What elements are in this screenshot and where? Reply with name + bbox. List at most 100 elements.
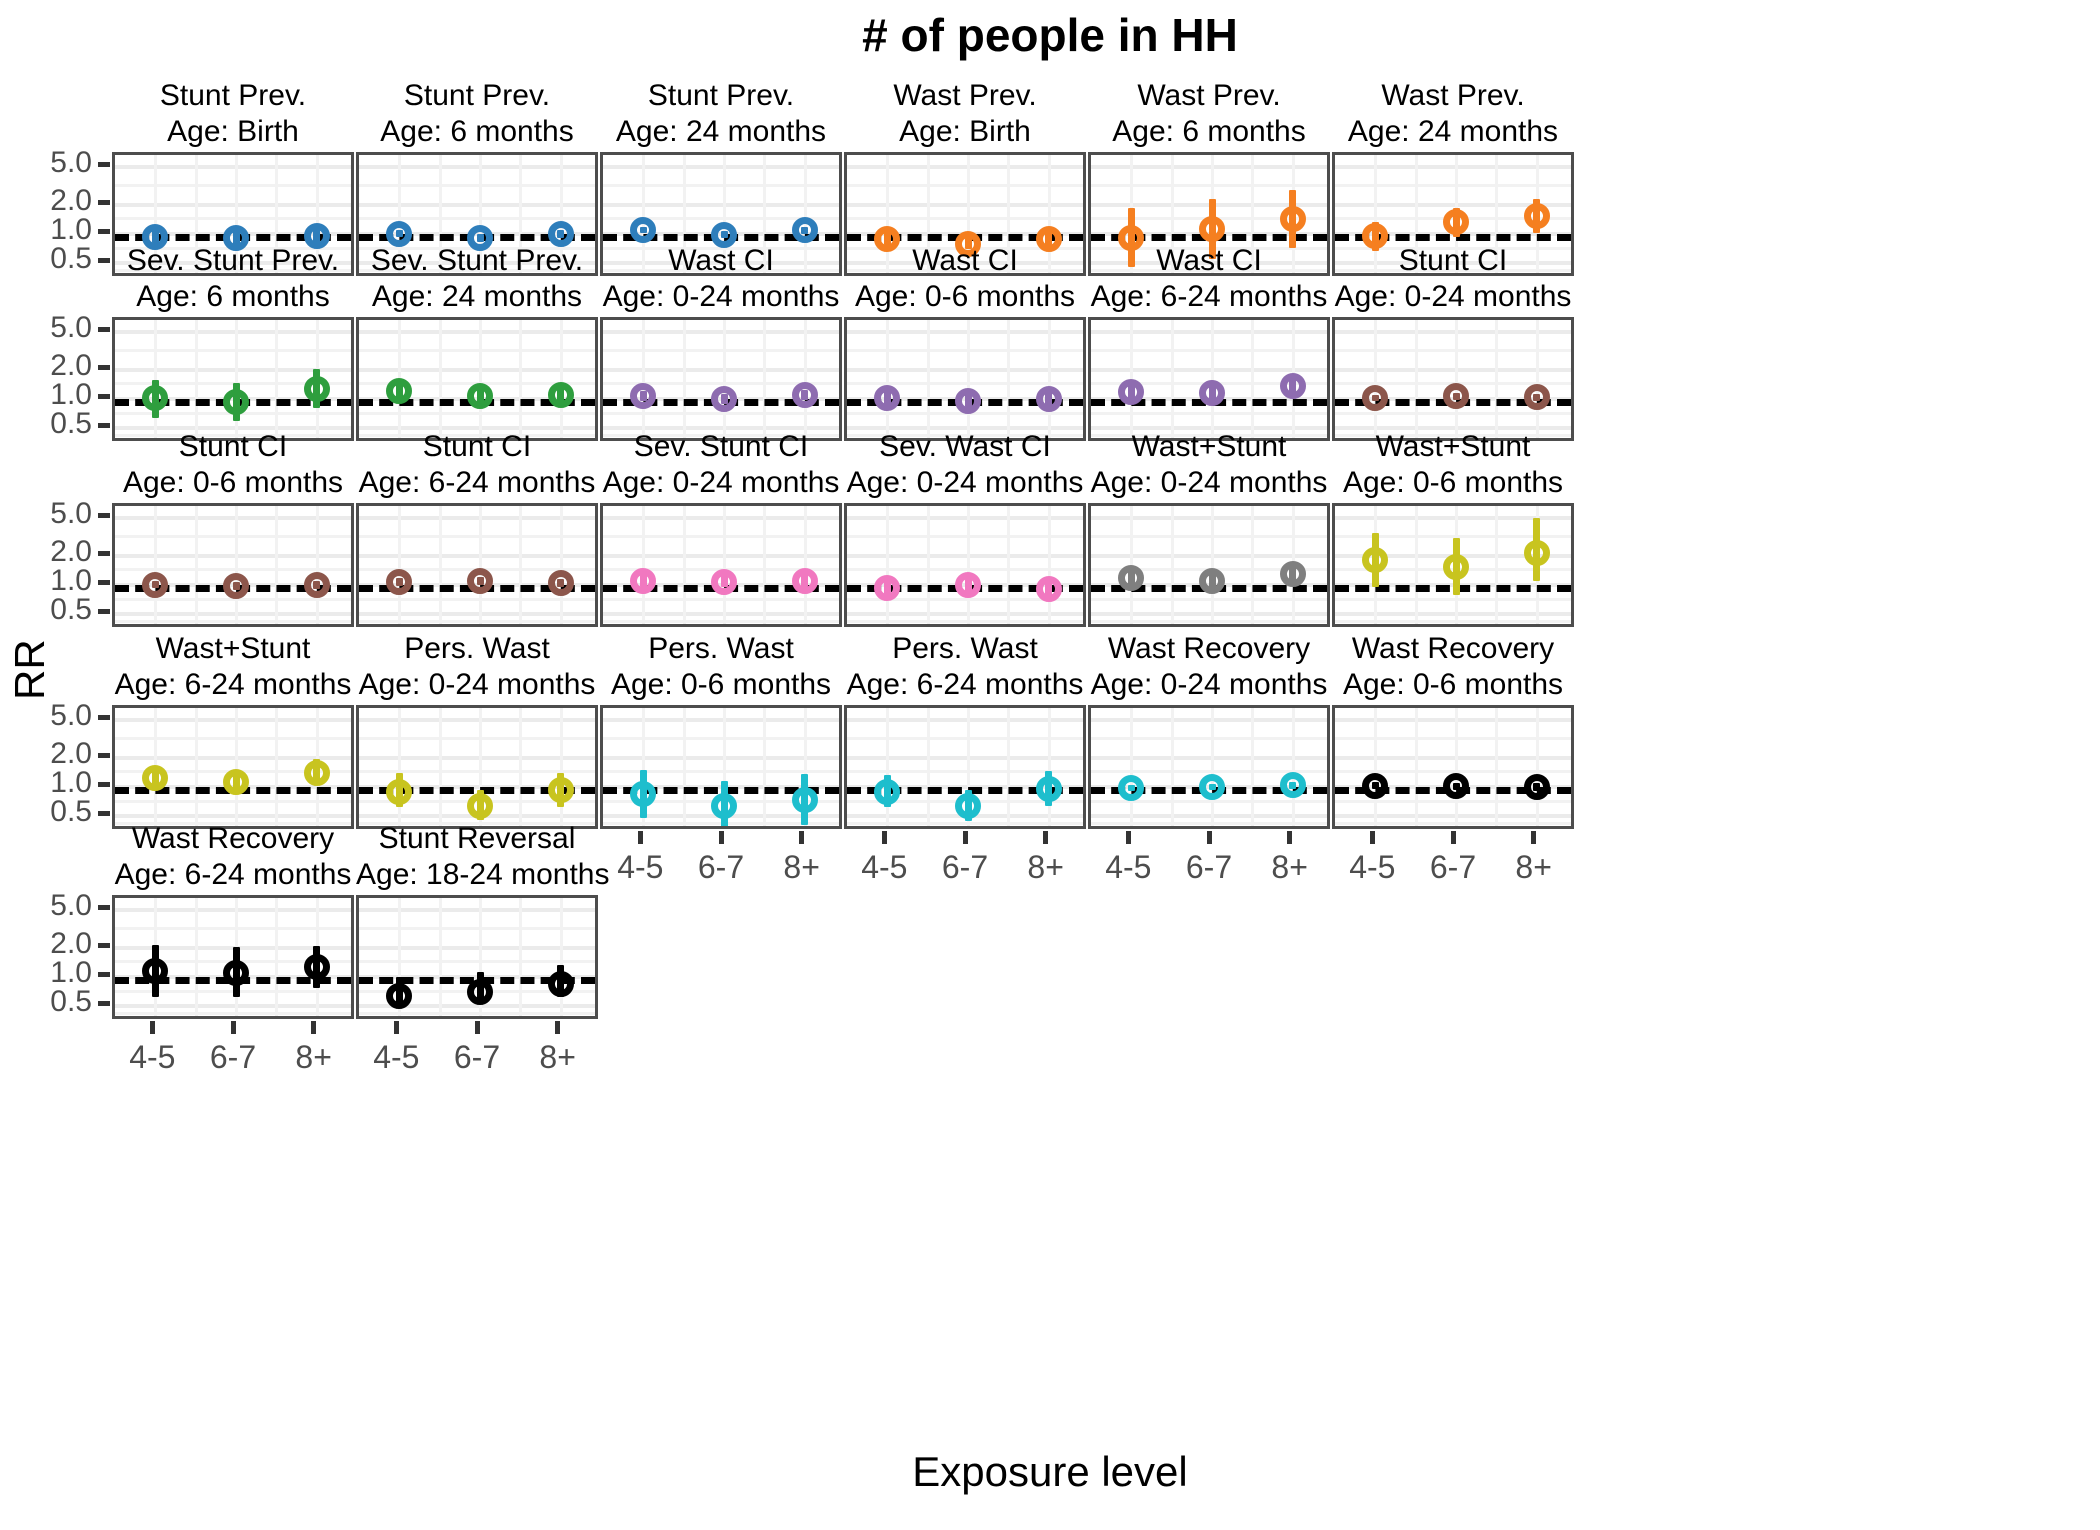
data-point — [467, 792, 493, 819]
gridline-minor — [603, 598, 839, 602]
data-point — [1118, 224, 1145, 251]
gridline-minor — [115, 822, 351, 826]
panel-outcome-label: Wast Recovery — [131, 822, 335, 855]
data-point — [223, 573, 249, 600]
x-axis-label: Exposure level — [912, 1448, 1188, 1495]
y-axis-tick-mark — [98, 161, 110, 167]
gridline-major — [1335, 425, 1571, 430]
gridline-major — [359, 553, 595, 558]
gridline-vertical — [398, 155, 402, 273]
panel-strip-label: Pers. Wast Age: 0-6 months — [600, 631, 842, 703]
plot-panel — [112, 705, 354, 829]
y-axis-tick-label: 2.0 — [50, 736, 92, 770]
data-point — [1362, 223, 1389, 250]
data-point — [1279, 373, 1306, 400]
gridline-minor — [115, 568, 351, 572]
gridline-major — [847, 260, 1083, 265]
data-point — [1279, 205, 1306, 232]
gridline-vertical-minor — [1251, 320, 1255, 438]
gridline-vertical-minor — [1170, 155, 1174, 273]
panel-age-label: Age: 0-6 months — [122, 466, 344, 499]
gridline-major — [115, 515, 351, 520]
data-point — [386, 220, 413, 247]
data-point — [547, 220, 574, 247]
panel-outcome-label: Wast CI — [1156, 244, 1262, 277]
gridline-vertical-minor — [682, 708, 686, 826]
gridline-vertical-minor — [438, 155, 442, 273]
panel-strip-label: Sev. Stunt Prev. Age: 6 months — [112, 243, 354, 315]
gridline-major — [1335, 515, 1571, 520]
gridline-major — [359, 164, 595, 169]
gridline-major — [115, 164, 351, 169]
data-point — [1035, 225, 1062, 252]
gridline-major — [115, 202, 351, 207]
panel-age-label: Age: 24 months — [371, 280, 583, 313]
panel-strip-label: Stunt Prev. Age: Birth — [112, 78, 354, 150]
gridline-vertical-minor — [926, 708, 930, 826]
panel-age-label: Age: 6-24 months — [358, 466, 596, 499]
x-axis-tick-mark — [718, 831, 724, 844]
x-axis-tick-label: 4-5 — [373, 1039, 420, 1075]
gridline-vertical — [1535, 320, 1539, 438]
data-point — [467, 383, 493, 410]
gridline-major — [847, 717, 1083, 722]
data-point — [1443, 209, 1469, 236]
x-axis-tick-label: 8+ — [295, 1039, 332, 1075]
figure-title: # of people in HH — [862, 9, 1238, 61]
data-point — [711, 793, 737, 820]
plot-panel — [356, 317, 598, 441]
data-point — [1523, 539, 1550, 566]
y-axis-tick-mark — [98, 257, 110, 263]
gridline-vertical-minor — [1007, 320, 1011, 438]
panel-outcome-label: Sev. Wast CI — [879, 430, 1051, 463]
y-axis-tick-label: 1.0 — [50, 563, 92, 597]
gridline-minor — [1091, 412, 1327, 416]
gridline-major — [115, 755, 351, 760]
y-axis-tick-label: 2.0 — [50, 926, 92, 960]
gridline-vertical-minor — [438, 898, 442, 1016]
y-axis-tick-label: 0.5 — [50, 592, 92, 626]
gridline-minor — [115, 349, 351, 353]
gridline-minor — [359, 269, 595, 273]
gridline-minor — [603, 184, 839, 188]
gridline-major — [1091, 425, 1327, 430]
gridline-vertical-minor — [682, 320, 686, 438]
x-axis-tick-label: 6-7 — [1429, 849, 1477, 885]
gridline-vertical-minor — [438, 506, 442, 624]
gridline-vertical-minor — [194, 320, 198, 438]
gridline-vertical — [479, 506, 482, 624]
gridline-minor — [603, 620, 839, 624]
panel-outcome-label: Wast CI — [668, 244, 774, 277]
gridline-major — [359, 202, 595, 207]
y-axis-tick-mark — [98, 971, 110, 977]
gridline-vertical — [315, 155, 319, 273]
gridline-vertical — [1211, 320, 1214, 438]
panel-strip-label: Stunt Prev. Age: 24 months — [600, 78, 842, 150]
gridline-vertical — [967, 506, 970, 624]
gridline-minor — [1335, 822, 1571, 826]
plot-panel — [844, 317, 1086, 441]
gridline-vertical-minor — [763, 708, 767, 826]
plot-panel — [356, 152, 598, 276]
data-point — [303, 953, 330, 980]
gridline-minor — [359, 598, 595, 602]
plot-panel — [600, 317, 842, 441]
gridline-major — [359, 945, 595, 950]
panel-strip-label: Wast Recovery Age: 0-24 months — [1088, 631, 1330, 703]
data-point — [955, 572, 981, 599]
gridline-major — [847, 553, 1083, 558]
gridline-minor — [603, 247, 839, 251]
gridline-minor — [115, 800, 351, 804]
gridline-vertical-minor — [1495, 506, 1499, 624]
gridline-vertical — [1047, 320, 1051, 438]
panel-strip-label: Sev. Stunt CI Age: 0-24 months — [600, 429, 842, 501]
gridline-vertical-minor — [1414, 506, 1418, 624]
y-axis-tick-mark — [98, 422, 110, 428]
plot-panel — [844, 705, 1086, 829]
data-point — [874, 575, 901, 602]
gridline-minor — [359, 184, 595, 188]
x-axis-tick-label: 6-7 — [1185, 849, 1233, 885]
gridline-minor — [847, 535, 1083, 539]
y-axis-tick-mark — [98, 781, 110, 787]
